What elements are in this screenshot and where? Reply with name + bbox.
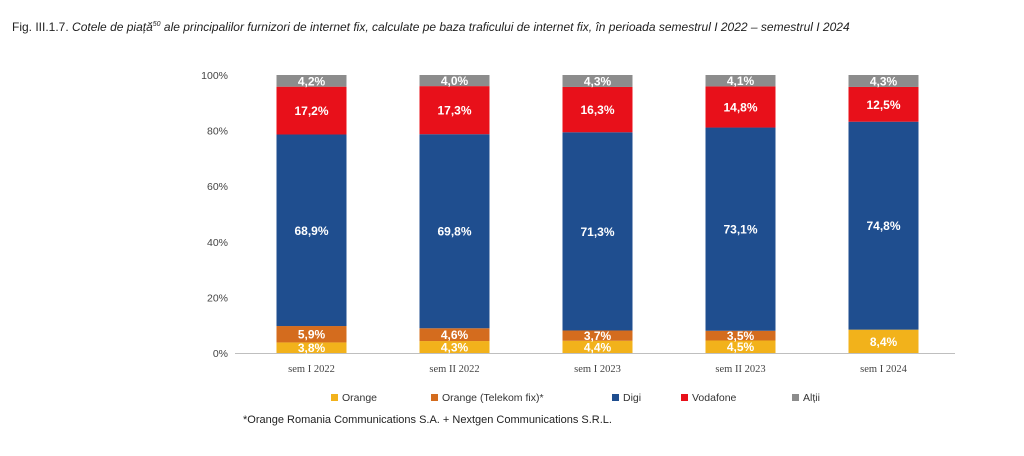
bar-segment-al-ii xyxy=(848,75,919,87)
y-tick-label: 0% xyxy=(213,348,228,360)
bar-segment-orange xyxy=(848,329,919,353)
bar-segment-orange-telekom-fix xyxy=(562,330,633,341)
legend-swatch xyxy=(792,394,799,401)
caption-footnote-ref: 50 xyxy=(152,21,161,28)
legend-swatch xyxy=(681,394,688,401)
bar-segment-digi xyxy=(705,127,776,331)
data-label: 12,5% xyxy=(866,98,900,112)
bar-segment-al-ii xyxy=(276,75,347,87)
bar-segment-al-ii xyxy=(705,75,776,87)
x-tick-label: sem I 2022 xyxy=(288,364,335,375)
bar-segment-vodafone xyxy=(705,86,776,128)
data-label: 3,8% xyxy=(298,341,326,355)
bar-segment-vodafone xyxy=(848,86,919,122)
data-label: 4,5% xyxy=(727,340,755,354)
legend-label: Digi xyxy=(623,392,641,404)
bar-segment-digi xyxy=(848,121,919,330)
y-tick-label: 60% xyxy=(207,181,228,193)
legend-label: Orange xyxy=(342,392,377,404)
data-label: 8,4% xyxy=(870,335,898,349)
data-label: 74,8% xyxy=(866,219,900,233)
data-label: 73,1% xyxy=(723,223,757,237)
x-tick-label: sem II 2023 xyxy=(715,364,765,375)
bar-segment-orange xyxy=(419,341,490,353)
data-label: 5,9% xyxy=(298,328,326,342)
x-tick-label: sem I 2024 xyxy=(860,364,907,375)
data-label: 16,3% xyxy=(580,103,614,117)
data-label: 4,6% xyxy=(441,328,469,342)
bar-segment-orange xyxy=(705,340,776,353)
bar-segment-digi xyxy=(419,134,490,329)
bar-segment-vodafone xyxy=(276,86,347,135)
bar-segment-orange-telekom-fix xyxy=(276,326,347,343)
bar-segment-orange xyxy=(276,342,347,353)
legend-swatch xyxy=(612,394,619,401)
caption-rest: ale principalilor furnizori de internet … xyxy=(160,20,850,34)
data-label: 4,2% xyxy=(298,74,326,88)
data-label: 3,7% xyxy=(584,329,612,343)
data-label: 3,5% xyxy=(727,329,755,343)
bar-segment-orange-telekom-fix xyxy=(419,328,490,342)
x-tick-label: sem II 2022 xyxy=(429,364,479,375)
y-tick-label: 80% xyxy=(207,126,228,138)
bar-segment-digi xyxy=(562,132,633,331)
bar-segment-orange-telekom-fix xyxy=(705,330,776,341)
y-tick-label: 100% xyxy=(201,70,228,82)
data-label: 17,3% xyxy=(437,104,471,118)
bar-segment-vodafone xyxy=(419,86,490,135)
bar-segment-al-ii xyxy=(562,75,633,87)
x-tick-label: sem I 2023 xyxy=(574,364,621,375)
chart-footnote: *Orange Romania Communications S.A. + Ne… xyxy=(243,414,612,426)
data-label: 4,3% xyxy=(584,74,612,88)
data-label: 71,3% xyxy=(580,225,614,239)
data-label: 4,0% xyxy=(441,74,469,88)
data-label: 69,8% xyxy=(437,225,471,239)
data-label: 68,9% xyxy=(294,224,328,238)
data-label: 17,2% xyxy=(294,104,328,118)
y-tick-label: 20% xyxy=(207,292,228,304)
data-label: 14,8% xyxy=(723,100,757,114)
data-label: 4,4% xyxy=(584,340,612,354)
y-tick-label: 40% xyxy=(207,237,228,249)
legend-swatch xyxy=(331,394,338,401)
data-label: 4,1% xyxy=(727,74,755,88)
caption-main: Cotele de piață xyxy=(72,20,153,34)
bar-segment-al-ii xyxy=(419,75,490,87)
data-label: 4,3% xyxy=(441,341,469,355)
bar-segment-vodafone xyxy=(562,86,633,133)
caption-prefix: Fig. III.1.7. xyxy=(12,20,69,34)
data-label: 4,3% xyxy=(870,74,898,88)
legend-swatch xyxy=(431,394,438,401)
bar-segment-digi xyxy=(276,134,347,327)
legend-label: Orange (Telekom fix)* xyxy=(442,392,544,404)
legend-label: Alții xyxy=(803,392,820,404)
legend-label: Vodafone xyxy=(692,392,737,404)
figure-caption: Fig. III.1.7. Cotele de piață50 ale prin… xyxy=(12,20,1016,34)
bar-segment-orange xyxy=(562,340,633,353)
